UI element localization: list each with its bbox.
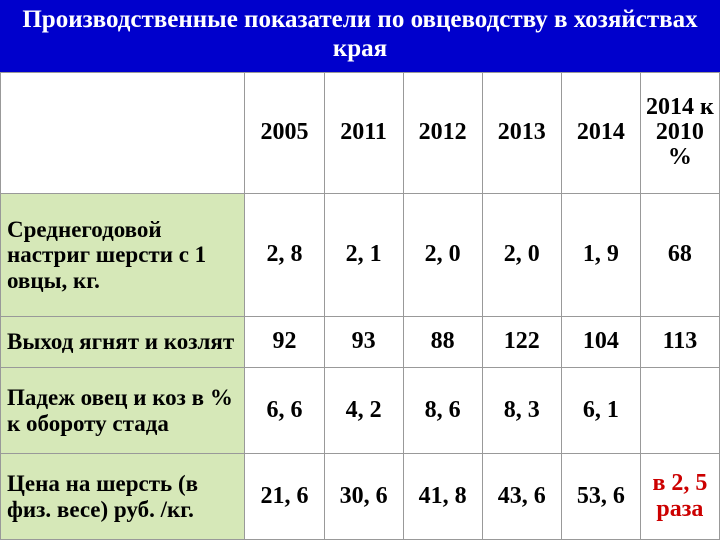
header-row: 2005 2011 2012 2013 2014 2014 к 2010 %	[1, 72, 720, 194]
col-header: 2011	[324, 72, 403, 194]
cell: 41, 8	[403, 454, 482, 540]
cell: 6, 6	[245, 368, 324, 454]
cell: 53, 6	[561, 454, 640, 540]
table-row: Выход ягнят и козлят 92 93 88 122 104 11…	[1, 316, 720, 368]
cell-last	[640, 368, 719, 454]
cell: 1, 9	[561, 194, 640, 316]
row-label: Среднегодовой настриг шерсти с 1 овцы, к…	[1, 194, 245, 316]
cell: 2, 0	[482, 194, 561, 316]
col-header: 2014	[561, 72, 640, 194]
page-title: Производственные показатели по овцеводст…	[0, 0, 720, 72]
cell-last: 68	[640, 194, 719, 316]
cell: 93	[324, 316, 403, 368]
cell: 92	[245, 316, 324, 368]
row-label: Падеж овец и коз в % к обороту стада	[1, 368, 245, 454]
cell: 6, 1	[561, 368, 640, 454]
table-row: Цена на шерсть (в физ. весе) руб. /кг. 2…	[1, 454, 720, 540]
data-table: 2005 2011 2012 2013 2014 2014 к 2010 % С…	[0, 72, 720, 540]
cell: 43, 6	[482, 454, 561, 540]
cell: 8, 3	[482, 368, 561, 454]
cell: 2, 0	[403, 194, 482, 316]
cell: 2, 8	[245, 194, 324, 316]
cell: 88	[403, 316, 482, 368]
cell: 8, 6	[403, 368, 482, 454]
cell: 2, 1	[324, 194, 403, 316]
table-row: Падеж овец и коз в % к обороту стада 6, …	[1, 368, 720, 454]
table-row: Среднегодовой настриг шерсти с 1 овцы, к…	[1, 194, 720, 316]
cell-last: в 2, 5 раза	[640, 454, 719, 540]
col-header: 2012	[403, 72, 482, 194]
col-header: 2013	[482, 72, 561, 194]
cell: 4, 2	[324, 368, 403, 454]
cell: 104	[561, 316, 640, 368]
cell: 30, 6	[324, 454, 403, 540]
col-header: 2005	[245, 72, 324, 194]
cell: 21, 6	[245, 454, 324, 540]
cell-last: 113	[640, 316, 719, 368]
cell: 122	[482, 316, 561, 368]
col-header-last: 2014 к 2010 %	[640, 72, 719, 194]
row-label: Цена на шерсть (в физ. весе) руб. /кг.	[1, 454, 245, 540]
row-label: Выход ягнят и козлят	[1, 316, 245, 368]
corner-cell	[1, 72, 245, 194]
